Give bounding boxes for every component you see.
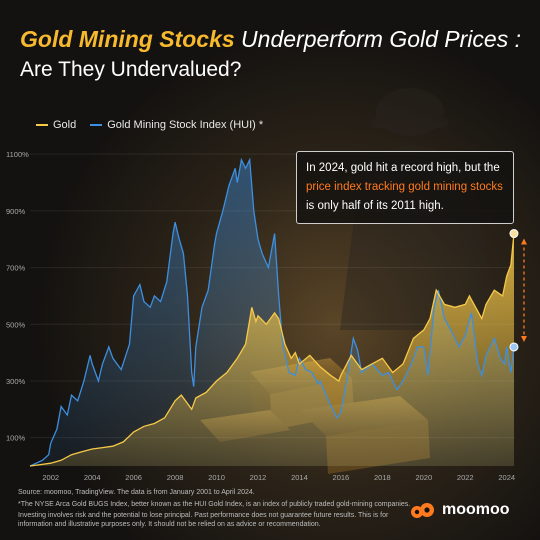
y-tick-label: 100%: [6, 434, 26, 443]
x-tick-label: 2014: [291, 473, 308, 482]
chart-legend: Gold Gold Mining Stock Index (HUI) *: [36, 119, 277, 131]
gap-arrow-up: [520, 238, 527, 245]
x-tick-label: 2002: [42, 473, 59, 482]
hui-series-line: [29, 157, 515, 467]
x-tick-label: 2016: [333, 473, 350, 482]
annotation-callout: In 2024, gold hit a record high, but the…: [296, 151, 514, 224]
legend-label-gold: Gold: [53, 119, 77, 131]
y-tick-label: 300%: [6, 377, 26, 386]
y-tick-label: 500%: [6, 320, 26, 329]
chart-subtitle: Are They Undervalued?: [20, 58, 242, 81]
brand: moomoo: [410, 500, 510, 520]
x-tick-label: 2008: [167, 473, 184, 482]
x-tick-label: 2006: [125, 473, 142, 482]
callout-text-before: In 2024, gold hit a record high, but the: [306, 162, 500, 174]
callout-text-accent: price index tracking gold mining stocks: [306, 181, 503, 193]
x-tick-label: 2010: [208, 473, 225, 482]
title-highlight: Gold Mining Stocks: [20, 26, 235, 52]
legend-item-hui: Gold Mining Stock Index (HUI) *: [90, 119, 263, 131]
footer-source: Source: moomoo, TradingView. The data is…: [18, 489, 255, 496]
x-tick-label: 2004: [84, 473, 101, 482]
brand-name: moomoo: [442, 501, 510, 518]
legend-swatch-gold: [36, 124, 48, 126]
x-tick-label: 2012: [250, 473, 267, 482]
footer-note: *The NYSE Arca Gold BUGS Index, better k…: [18, 500, 411, 508]
legend-item-gold: Gold: [36, 119, 76, 131]
legend-swatch-hui: [90, 124, 103, 126]
x-tick-label: 2022: [457, 473, 474, 482]
moomoo-logo-icon: [411, 503, 434, 518]
gap-arrow-down: [520, 335, 527, 342]
x-tick-label: 2018: [374, 473, 391, 482]
gold-series-line: [29, 233, 515, 467]
footer: Source: moomoo, TradingView. The data is…: [18, 489, 418, 532]
y-tick-label: 900%: [6, 207, 26, 216]
footer-disclaimer: Investing involves risk and the potentia…: [18, 512, 389, 528]
hui-end-marker: [509, 342, 519, 352]
callout-text-after: is only half of its 2011 high.: [306, 200, 444, 212]
y-tick-label: 1100%: [6, 150, 29, 159]
chart-title: Gold Mining Stocks Underperform Gold Pri…: [20, 24, 530, 54]
gold-end-marker: [509, 229, 519, 239]
chart-title-block: Gold Mining Stocks Underperform Gold Pri…: [20, 24, 530, 84]
y-tick-label: 700%: [6, 264, 26, 273]
gold-area: [30, 233, 514, 466]
title-rest: Underperform Gold Prices :: [234, 26, 521, 52]
legend-label-hui: Gold Mining Stock Index (HUI) *: [107, 119, 264, 131]
x-tick-label: 2020: [415, 473, 432, 482]
x-tick-label: 2024: [498, 473, 515, 482]
